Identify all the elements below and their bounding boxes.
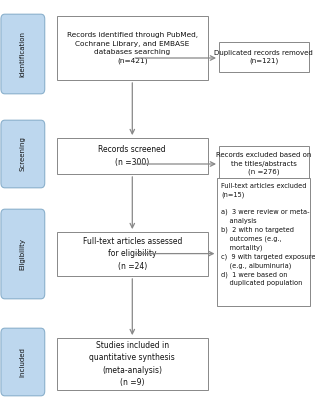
Text: Screening: Screening xyxy=(20,136,26,172)
Text: Included: Included xyxy=(20,347,26,377)
Text: Full-text articles excluded
(n=15)

a)  3 were review or meta-
    analysis
b)  : Full-text articles excluded (n=15) a) 3 … xyxy=(221,183,315,286)
FancyBboxPatch shape xyxy=(1,209,45,299)
FancyBboxPatch shape xyxy=(1,120,45,188)
Text: Records screened
(n =300): Records screened (n =300) xyxy=(99,146,166,166)
Text: Identification: Identification xyxy=(20,31,26,77)
FancyBboxPatch shape xyxy=(1,14,45,94)
Text: Records excluded based on
the titles/abstracts
(n =276): Records excluded based on the titles/abs… xyxy=(216,152,312,176)
FancyBboxPatch shape xyxy=(219,42,309,72)
FancyBboxPatch shape xyxy=(1,328,45,396)
FancyBboxPatch shape xyxy=(57,138,208,174)
FancyBboxPatch shape xyxy=(217,178,310,306)
Text: Studies included in
quantitative synthesis
(meta-analysis)
(n =9): Studies included in quantitative synthes… xyxy=(89,341,175,387)
FancyBboxPatch shape xyxy=(57,338,208,390)
Text: Duplicated records removed
(n=121): Duplicated records removed (n=121) xyxy=(215,50,313,64)
FancyBboxPatch shape xyxy=(57,16,208,80)
FancyBboxPatch shape xyxy=(57,232,208,276)
Text: Records identified through PubMed,
Cochrane Library, and EMBASE
databases search: Records identified through PubMed, Cochr… xyxy=(67,32,198,64)
Text: Full-text articles assessed
for eligibility
(n =24): Full-text articles assessed for eligibil… xyxy=(83,237,182,271)
Text: Eligibility: Eligibility xyxy=(20,238,26,270)
FancyBboxPatch shape xyxy=(219,146,309,182)
